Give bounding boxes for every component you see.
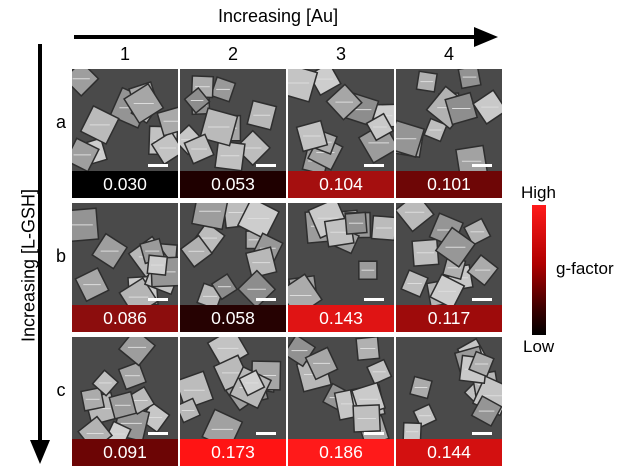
panel-b3: 0.143 bbox=[288, 203, 394, 332]
row-label-c: c bbox=[56, 380, 66, 400]
g-factor-colorbar bbox=[532, 205, 546, 335]
scale-bar bbox=[364, 298, 384, 301]
scale-bar bbox=[148, 298, 168, 301]
colorbar-title: g-factor bbox=[556, 259, 614, 278]
sem-micrograph bbox=[72, 203, 178, 307]
g-factor-value: 0.186 bbox=[288, 439, 394, 466]
row-label-b: b bbox=[55, 246, 66, 266]
g-factor-value: 0.101 bbox=[396, 171, 502, 198]
panel-b4: 0.117 bbox=[396, 203, 502, 332]
panel-b1: 0.086 bbox=[72, 203, 178, 332]
scale-bar bbox=[148, 432, 168, 435]
column-label-4: 4 bbox=[443, 44, 454, 64]
g-factor-value: 0.143 bbox=[288, 305, 394, 332]
column-label-3: 3 bbox=[335, 44, 346, 64]
scale-bar bbox=[364, 432, 384, 435]
sem-micrograph bbox=[72, 337, 178, 441]
y-axis-title: Increasing [L-GSH] bbox=[18, 188, 39, 343]
colorbar-low-label: Low bbox=[523, 337, 555, 356]
panel-c1: 0.091 bbox=[72, 337, 178, 466]
sem-micrograph bbox=[180, 337, 286, 441]
g-factor-value: 0.091 bbox=[72, 439, 178, 466]
scale-bar bbox=[472, 164, 492, 167]
sem-micrograph bbox=[72, 69, 178, 173]
sem-micrograph bbox=[288, 69, 394, 173]
panel-a1: 0.030 bbox=[72, 69, 178, 198]
column-label-1: 1 bbox=[119, 44, 130, 64]
sem-micrograph bbox=[288, 337, 394, 441]
column-label-2: 2 bbox=[227, 44, 238, 64]
sem-micrograph bbox=[396, 203, 502, 307]
g-factor-value: 0.086 bbox=[72, 305, 178, 332]
panel-a2: 0.053 bbox=[180, 69, 286, 198]
g-factor-value: 0.104 bbox=[288, 171, 394, 198]
scale-bar bbox=[256, 164, 276, 167]
g-factor-value: 0.173 bbox=[180, 439, 286, 466]
panel-c4: 0.144 bbox=[396, 337, 502, 466]
panel-a3: 0.104 bbox=[288, 69, 394, 198]
scale-bar bbox=[256, 432, 276, 435]
increasing-lgsh-arrow bbox=[30, 44, 50, 464]
sem-micrograph bbox=[396, 69, 502, 173]
scale-bar bbox=[148, 164, 168, 167]
sem-micrograph bbox=[180, 69, 286, 173]
sem-micrograph bbox=[396, 337, 502, 441]
g-factor-value: 0.053 bbox=[180, 171, 286, 198]
scale-bar bbox=[256, 298, 276, 301]
row-label-a: a bbox=[55, 112, 66, 132]
g-factor-value: 0.144 bbox=[396, 439, 502, 466]
scale-bar bbox=[472, 432, 492, 435]
g-factor-value: 0.030 bbox=[72, 171, 178, 198]
scale-bar bbox=[364, 164, 384, 167]
panel-c2: 0.173 bbox=[180, 337, 286, 466]
colorbar-high-label: High bbox=[521, 183, 556, 202]
panel-c3: 0.186 bbox=[288, 337, 394, 466]
sem-micrograph bbox=[288, 203, 394, 307]
panel-b2: 0.058 bbox=[180, 203, 286, 332]
sem-micrograph bbox=[180, 203, 286, 307]
x-axis-title: Increasing [Au] bbox=[218, 6, 339, 26]
g-factor-value: 0.117 bbox=[396, 305, 502, 332]
scale-bar bbox=[472, 298, 492, 301]
g-factor-value: 0.058 bbox=[180, 305, 286, 332]
increasing-au-arrow bbox=[74, 27, 498, 47]
panel-a4: 0.101 bbox=[396, 69, 502, 198]
